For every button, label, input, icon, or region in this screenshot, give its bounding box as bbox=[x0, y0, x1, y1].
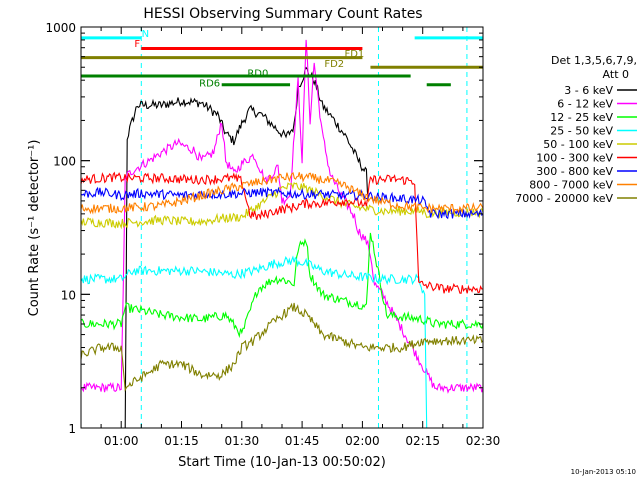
series-line bbox=[81, 302, 483, 392]
x-tick-label: 02:30 bbox=[466, 434, 501, 448]
legend-header-line-2: Att 0 bbox=[603, 68, 629, 81]
legend-label: 100 - 300 keV bbox=[536, 152, 613, 165]
y-tick-label: 1000 bbox=[45, 21, 76, 35]
flag-label: N bbox=[142, 29, 149, 40]
y-tick-label: 100 bbox=[53, 155, 76, 169]
flag-label: RD6 bbox=[199, 78, 220, 89]
y-tick-label: 10 bbox=[61, 288, 76, 302]
x-tick-label: 01:45 bbox=[285, 434, 320, 448]
flag-bars bbox=[81, 36, 483, 87]
x-tick-label: 01:00 bbox=[104, 434, 139, 448]
flag-label: FD1 bbox=[344, 49, 364, 60]
flag-label: FD2 bbox=[324, 59, 344, 70]
legend-header-line-1: Det 1,3,5,6,7,9, bbox=[551, 54, 637, 67]
series-line bbox=[81, 255, 483, 428]
y-tick-label: 1 bbox=[68, 422, 76, 436]
series-line bbox=[109, 66, 369, 428]
legend-label: 300 - 800 keV bbox=[536, 165, 613, 178]
legend-label: 50 - 100 keV bbox=[543, 138, 613, 151]
y-axis-label: Count Rate (s⁻¹ detector⁻¹) bbox=[27, 140, 42, 317]
series-line bbox=[81, 232, 483, 339]
series-group bbox=[81, 39, 483, 428]
y-axis: 1 10 100 1000 bbox=[45, 21, 483, 436]
vertical-markers bbox=[140, 27, 468, 428]
legend-label: 25 - 50 keV bbox=[550, 125, 613, 138]
legend-label: 800 - 7000 keV bbox=[529, 179, 613, 192]
footer-timestamp: 10-Jan-2013 05:10 bbox=[571, 468, 636, 476]
legend-label: 12 - 25 keV bbox=[550, 111, 613, 124]
x-axis: 01:00 01:15 01:30 01:45 02:00 02:15 02:30 bbox=[80, 27, 501, 448]
series-line bbox=[81, 186, 483, 220]
series-line bbox=[81, 172, 483, 215]
legend-label: 6 - 12 keV bbox=[557, 98, 613, 111]
x-axis-label: Start Time (10-Jan-13 00:50:02) bbox=[178, 455, 386, 470]
x-tick-label: 02:00 bbox=[345, 434, 380, 448]
flag-label: RD0 bbox=[247, 69, 268, 80]
x-tick-label: 02:15 bbox=[405, 434, 440, 448]
legend-label: 3 - 6 keV bbox=[564, 84, 613, 97]
x-tick-label: 01:30 bbox=[225, 434, 260, 448]
x-tick-label: 01:15 bbox=[164, 434, 199, 448]
chart-title: HESSI Observing Summary Count Rates bbox=[143, 6, 422, 22]
series-line bbox=[81, 182, 483, 230]
legend-label: 7000 - 20000 keV bbox=[515, 192, 613, 205]
flag-label: F bbox=[134, 39, 140, 50]
series-line bbox=[81, 39, 483, 394]
